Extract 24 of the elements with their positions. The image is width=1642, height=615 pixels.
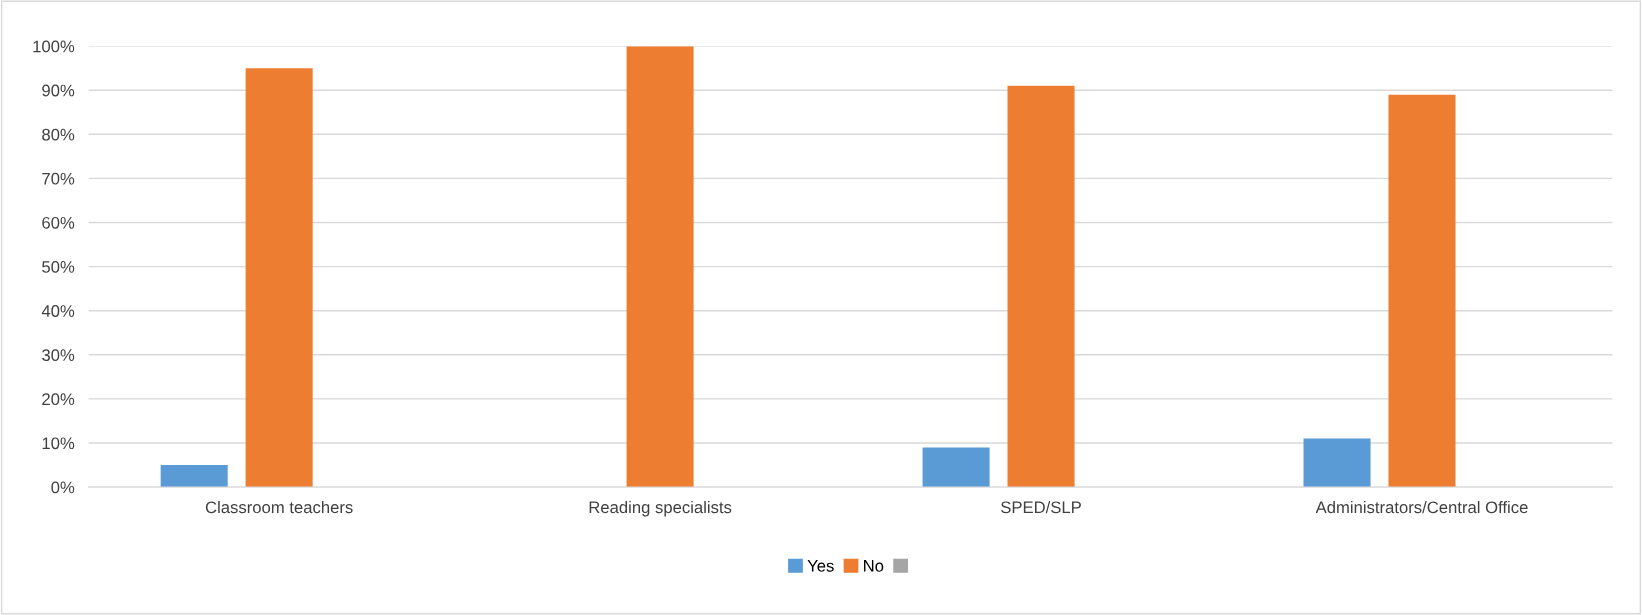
y-tick-label: 10% — [42, 437, 75, 450]
x-tick-label: Administrators/Central Office — [1315, 500, 1528, 514]
y-tick-label: 100% — [33, 40, 75, 53]
y-tick-label: 60% — [42, 216, 75, 229]
bar — [922, 447, 990, 488]
y-tick-label: 50% — [42, 261, 75, 273]
y-tick-label: 70% — [42, 172, 75, 185]
bar — [1303, 438, 1371, 488]
legend-label: No — [864, 560, 884, 572]
bar — [245, 68, 313, 488]
y-tick-label: 80% — [42, 128, 75, 141]
bar — [160, 465, 228, 488]
y-tick-label: 40% — [41, 305, 75, 317]
y-tick-label: 30% — [42, 349, 75, 361]
bar — [1388, 94, 1456, 488]
y-tick-label: 90% — [42, 84, 75, 97]
x-tick-label: Reading specialists — [589, 500, 732, 517]
y-tick-label: 0% — [51, 481, 75, 494]
y-tick-label: 20% — [42, 393, 75, 406]
bar — [626, 46, 694, 488]
x-tick-label: SPED/SLP — [1001, 500, 1081, 514]
legend-label: Yes — [807, 560, 834, 572]
x-tick-label: Classroom teachers — [205, 500, 353, 514]
bar — [1007, 85, 1075, 488]
